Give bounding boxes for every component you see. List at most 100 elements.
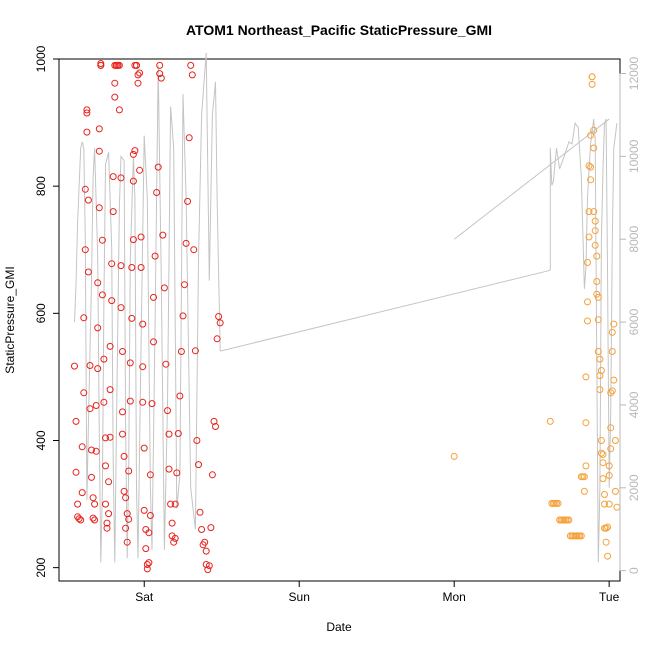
data-point [94,365,102,373]
data-point [607,424,615,432]
data-point [81,246,89,254]
data-point [97,60,105,67]
data-point [611,487,619,495]
data-point [198,526,206,533]
data-point [145,559,153,567]
data-point [94,324,102,332]
y-tick-label: 600 [34,303,48,323]
data-point [597,449,605,457]
data-point [115,106,123,114]
data-point [109,208,117,216]
data-point [597,367,605,374]
data-point [188,71,196,79]
data-point [74,500,82,508]
data-point [81,185,89,193]
data-point [123,510,131,518]
data-point [103,519,111,527]
data-point [588,73,596,81]
data-point [605,500,613,508]
data-point [140,506,148,514]
data-point [105,478,113,486]
y-tick-label: 400 [34,430,48,450]
data-point [187,61,195,69]
line-series-bridge [220,269,551,352]
data-point [71,362,78,370]
data-point [588,80,596,88]
data-point [80,314,88,322]
data-point [102,462,109,470]
data-point [106,386,114,394]
data-point [126,359,134,367]
data-point [84,196,92,204]
data-point [176,392,184,400]
data-point [591,227,599,235]
data-point [117,262,125,270]
data-point [136,69,144,77]
data-point [597,437,605,444]
data-point [91,500,99,508]
plot-frame [58,58,621,582]
data-point [602,538,610,546]
points-layer [71,60,621,574]
y2-tick-label: 4000 [627,391,641,418]
data-point [146,512,154,519]
data-point [599,451,607,458]
data-point [78,489,86,497]
data-point [111,79,119,87]
data-point [584,298,591,306]
data-point [162,360,170,368]
data-point [102,500,109,508]
data-point [582,373,590,381]
data-point [139,363,147,371]
data-point [106,433,114,441]
data-point [582,419,590,427]
data-point [205,562,213,570]
data-point [143,565,151,573]
data-point [95,204,103,212]
data-point [602,524,610,532]
data-point [604,523,612,531]
data-point [593,290,601,298]
data-point [179,312,187,320]
data-point [584,259,591,266]
data-point [120,452,128,460]
data-point [599,459,607,467]
data-point [146,471,154,479]
data-point [204,566,212,574]
data-point [190,246,198,254]
data-point [450,452,458,460]
data-point [137,233,145,241]
data-point [594,293,602,301]
data-point [117,304,125,312]
data-point [208,471,216,479]
data-point [120,487,128,495]
data-point [142,545,150,553]
data-point [88,446,95,454]
data-point [605,462,613,470]
y-axis-label: StaticPressure_GMI [3,266,17,373]
data-point [98,291,106,299]
data-point [173,469,181,477]
data-point [181,281,188,289]
data-point [108,260,116,268]
data-point [122,524,130,532]
data-point [137,264,145,271]
data-point [95,147,103,155]
data-point [84,268,92,276]
y-tick-label: 1000 [34,45,48,72]
data-point [100,398,108,406]
data-point [608,328,616,336]
data-point [585,162,593,170]
data-point [165,430,173,438]
data-point [140,444,148,452]
data-point [171,534,179,542]
data-point [611,437,619,444]
data-point [119,430,126,438]
data-point [95,125,103,133]
data-point [213,335,221,343]
y2-tick-label: 2000 [627,474,641,501]
data-point [593,252,601,260]
data-point [596,372,604,380]
data-point [125,515,133,523]
data-point [580,487,588,495]
